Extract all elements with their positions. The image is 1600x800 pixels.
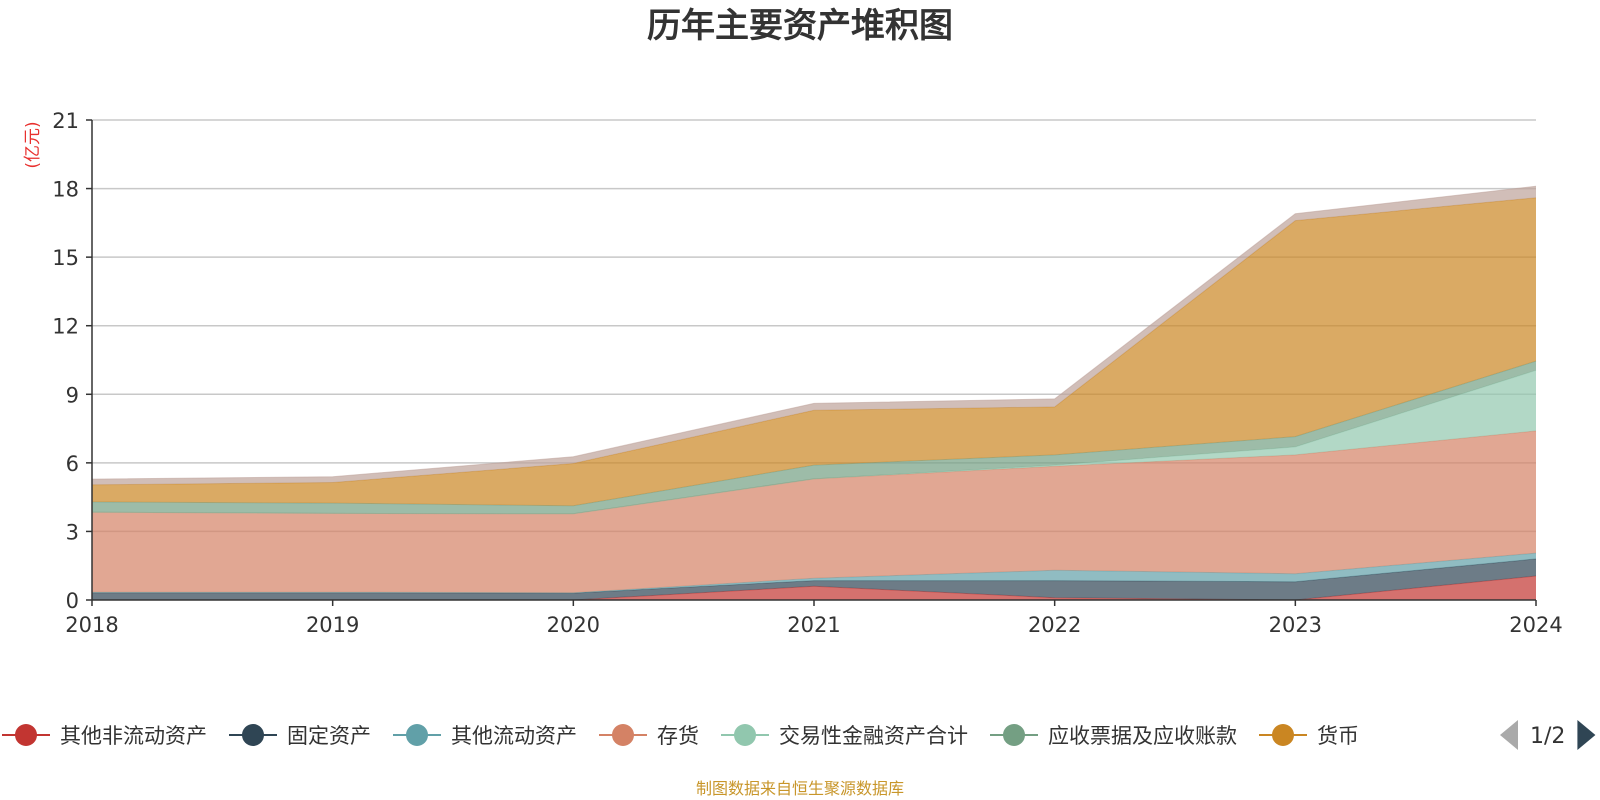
legend-item[interactable]: 货币 (1259, 724, 1359, 748)
legend-label: 固定资产 (287, 724, 371, 748)
series-line-7 (91, 185, 1537, 480)
area-series-0 (92, 576, 1536, 600)
x-tick-label: 2021 (787, 613, 840, 637)
x-tick-label: 2019 (306, 613, 359, 637)
y-tick-label: 6 (66, 452, 79, 476)
y-tick-label: 9 (66, 383, 79, 407)
x-tick-label: 2024 (1509, 613, 1562, 637)
x-tick-label: 2018 (65, 613, 118, 637)
y-tick-label: 21 (52, 109, 79, 133)
area-series-3 (92, 430, 1536, 593)
area-series-6 (92, 197, 1536, 506)
axes: 0 3 6 9 12 15 18 21 2018 2019 2020 2021 2022 2023 2024 (52, 109, 1562, 637)
legend-item[interactable]: 交易性金融资产合计 (721, 724, 968, 748)
legend-item[interactable]: 存货 (599, 724, 699, 748)
y-tick-label: 18 (52, 178, 79, 202)
grid (92, 119, 1536, 533)
y-tick-label: 3 (66, 520, 79, 544)
y-tick-label: 12 (52, 315, 79, 339)
legend-next-page-icon[interactable] (1577, 720, 1596, 750)
legend-label: 其他非流动资产 (60, 724, 207, 748)
x-tick-label: 2022 (1028, 613, 1081, 637)
legend-item[interactable]: 其他流动资产 (393, 724, 577, 748)
legend-prev-page-icon[interactable] (1500, 720, 1518, 750)
y-tick-label: 15 (52, 246, 79, 270)
legend-circle-marker (1003, 724, 1025, 746)
legend-circle-marker (734, 724, 756, 746)
legend-circle-marker (1272, 724, 1294, 746)
y-tick-label: 0 (66, 589, 79, 613)
legend-item[interactable]: 固定资产 (229, 724, 371, 748)
chart-title: 历年主要资产堆积图 (647, 6, 953, 46)
legend-label: 货币 (1317, 724, 1359, 748)
legend-label: 其他流动资产 (451, 724, 577, 748)
legend-label: 应收票据及应收账款 (1048, 724, 1237, 748)
area-series-group (91, 185, 1537, 601)
x-tick-label: 2023 (1269, 613, 1322, 637)
legend-label: 交易性金融资产合计 (779, 724, 968, 748)
legend-item[interactable]: 其他非流动资产 (2, 724, 207, 748)
legend-page-indicator: 1/2 (1530, 724, 1565, 749)
x-tick-label: 2020 (547, 613, 600, 637)
area-series-1 (92, 558, 1536, 600)
legend-circle-marker (612, 724, 634, 746)
legend-circle-marker (15, 724, 37, 746)
source-note: 制图数据来自恒生聚源数据库 (696, 779, 904, 798)
legend-circle-marker (242, 724, 264, 746)
legend-label: 存货 (657, 724, 699, 748)
y-axis-unit-label: (亿元) (23, 121, 43, 168)
legend-pager: 1/2 (1500, 720, 1596, 750)
legend-circle-marker (406, 724, 428, 746)
legend: 其他非流动资产 固定资产 其他流动资产 存货 交易性金融资产合计 应收票据及应收账款 货币 1… (2, 720, 1596, 750)
legend-item[interactable]: 应收票据及应收账款 (990, 724, 1237, 748)
